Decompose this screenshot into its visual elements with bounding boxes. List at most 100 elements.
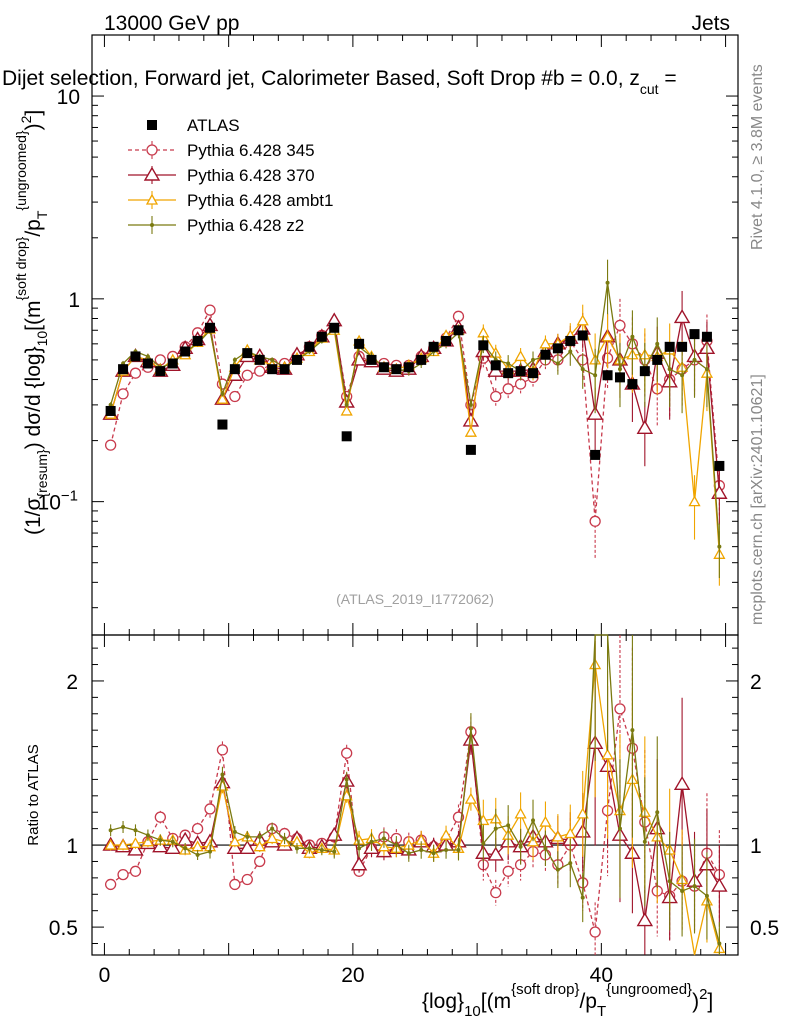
ratio-point-z2 [617, 826, 622, 831]
point-atlas [701, 331, 712, 342]
plot-title-tail: = [659, 67, 677, 90]
ratio-point-p370 [711, 877, 728, 892]
point-z2 [704, 367, 709, 372]
point-ambt1 [514, 350, 527, 362]
ratio-series-p345 [104, 635, 726, 955]
point-atlas [577, 330, 588, 341]
point-z2 [232, 357, 237, 362]
point-z2 [145, 354, 150, 359]
ratio-point-z2 [394, 843, 399, 848]
ratio-point-z2 [145, 833, 150, 838]
ratio-point-p370 [350, 856, 368, 871]
ratio-point-z2 [208, 849, 213, 854]
point-atlas [205, 322, 216, 333]
ratio-point-p345 [614, 703, 626, 715]
ratio-point-p370 [487, 846, 504, 861]
point-atlas [614, 372, 625, 383]
ratio-point-ambt1 [439, 828, 453, 840]
point-z2 [568, 349, 573, 354]
ratio-point-ambt1 [228, 835, 241, 847]
ratio-frame [91, 634, 739, 956]
point-atlas [565, 335, 576, 346]
point-ambt1 [601, 330, 614, 342]
plot-title-sub: cut [640, 81, 659, 97]
point-atlas [366, 354, 377, 365]
point-p345 [104, 439, 117, 451]
ratio-point-ambt1 [141, 835, 155, 847]
point-atlas [540, 349, 551, 360]
ratio-point-z2 [717, 941, 722, 946]
point-atlas [490, 360, 501, 371]
point-atlas [291, 354, 302, 365]
ratio-point-z2 [369, 839, 374, 844]
point-atlas [155, 366, 166, 377]
point-atlas [503, 368, 514, 379]
ratio-point-p345 [589, 926, 601, 938]
legend-marker-ambt1 [145, 193, 159, 205]
point-atlas [428, 341, 439, 352]
point-atlas [341, 431, 352, 442]
point-atlas [478, 340, 489, 351]
ratio-point-ambt1 [129, 837, 142, 849]
ratio-point-p345 [154, 811, 166, 823]
ratio-point-z2 [531, 818, 536, 823]
point-ambt1 [340, 404, 353, 416]
ratio-point-z2 [232, 829, 237, 834]
point-p345 [490, 390, 502, 403]
point-atlas [441, 335, 452, 346]
legend-marker-p370 [143, 166, 161, 181]
ratio-point-z2 [381, 836, 386, 841]
point-ambt1 [576, 314, 589, 326]
ratio-point-z2 [344, 777, 349, 782]
point-atlas [105, 405, 116, 416]
point-p345 [502, 383, 514, 395]
point-atlas [229, 364, 240, 375]
ratio-line-ambt1 [110, 664, 720, 956]
ratio-point-ambt1 [601, 748, 614, 760]
ratio-point-ambt1 [266, 832, 279, 844]
point-z2 [344, 402, 349, 407]
point-ambt1 [464, 425, 478, 437]
ratio-point-ambt1 [464, 792, 478, 804]
point-z2 [555, 361, 560, 366]
ratio-series-layer [102, 634, 728, 956]
ratio-point-z2 [456, 847, 461, 852]
point-atlas [329, 322, 340, 333]
y-tick-label: 10−1 [38, 488, 78, 515]
ratio-point-p345 [204, 803, 216, 815]
point-atlas [689, 329, 700, 340]
point-ambt1 [216, 392, 229, 404]
plot-title: Dijet selection, Forward jet, Calorimete… [2, 67, 677, 97]
point-z2 [605, 280, 610, 285]
ratio-point-p345 [129, 865, 142, 877]
category-label: Jets [691, 12, 730, 35]
ratio-point-z2 [431, 851, 436, 856]
point-atlas [180, 346, 191, 357]
ratio-point-z2 [580, 895, 585, 900]
point-atlas [217, 419, 228, 430]
series-line-ambt1 [110, 319, 721, 555]
x-tick-label: 0 [99, 964, 111, 987]
ratio-point-ambt1 [539, 815, 552, 827]
point-p345 [204, 304, 216, 316]
ratio-y-tick-label-right: 0.5 [750, 917, 779, 940]
y-tick-label: 10 [57, 86, 80, 109]
point-atlas [267, 364, 278, 375]
ratio-point-p345 [341, 747, 353, 759]
ratio-point-z2 [245, 834, 250, 839]
ratio-y-tick-label: 2 [66, 671, 78, 694]
ratio-point-z2 [704, 893, 709, 898]
x-axis-label: {log}10[(m{soft drop}/pT{ungroomed})2] [422, 981, 713, 1020]
point-p345 [117, 388, 129, 400]
ratio-point-p345 [117, 868, 129, 881]
point-p345 [514, 378, 527, 390]
point-z2 [630, 334, 635, 339]
ratio-series-ambt1 [104, 635, 726, 956]
point-z2 [531, 357, 536, 362]
x-tick-label: 40 [590, 964, 613, 987]
main-panel: 10−1 1 10 (ATLAS_2019_I1772062) ATLAS Pythi… [38, 34, 739, 636]
ratio-point-p345 [104, 878, 117, 891]
ratio-point-z2 [568, 861, 573, 866]
